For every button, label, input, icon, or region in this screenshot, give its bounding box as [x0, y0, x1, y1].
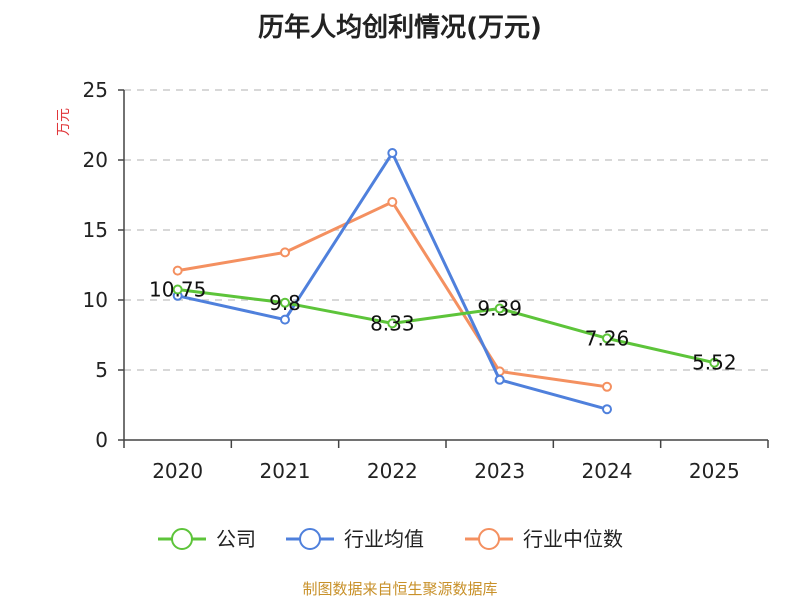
data-point: [280, 247, 290, 258]
x-tick-label: 2022: [367, 459, 418, 483]
legend-label: 行业中位数: [523, 527, 623, 551]
data-label: 9.8: [269, 291, 301, 315]
data-point: [387, 318, 398, 329]
data-point: [709, 357, 720, 368]
data-point: [387, 197, 398, 207]
data-label: 8.33: [370, 311, 415, 335]
x-tick-label: 2025: [689, 459, 740, 483]
x-axis-ticks: 2020 2021 2022 2023 2024 2025: [123, 440, 769, 483]
legend-label: 公司: [216, 527, 256, 551]
data-point: [494, 374, 505, 385]
legend-item: 行业均值: [286, 527, 424, 551]
data-point: [494, 303, 505, 314]
data-label: 5.52: [692, 351, 737, 375]
y-tick-label: 20: [83, 148, 108, 172]
x-tick-label: 2024: [582, 459, 633, 483]
y-axis-unit: 万元: [56, 108, 72, 136]
y-tick-label: 15: [83, 218, 108, 242]
data-point: [602, 333, 612, 344]
data-point: [172, 284, 183, 295]
legend-label: 行业均值: [344, 527, 424, 551]
data-point: [387, 148, 398, 158]
gridlines: [124, 89, 768, 371]
legend-marker: [478, 528, 500, 550]
data-point: [280, 314, 290, 325]
y-tick-label: 10: [83, 288, 108, 312]
legend-marker: [171, 528, 193, 550]
y-tick-label: 5: [95, 358, 108, 382]
series-layer: [172, 148, 720, 415]
source-note: 制图数据来自恒生聚源数据库: [302, 580, 497, 598]
y-axis-ticks: 0 5 10 15 20 25: [83, 78, 124, 452]
data-point: [602, 404, 612, 415]
x-tick-label: 2020: [152, 459, 203, 483]
x-tick-label: 2021: [260, 459, 311, 483]
data-label: 10.75: [149, 278, 206, 302]
chart-title: 历年人均创利情况(万元): [258, 12, 542, 43]
data-point: [280, 297, 290, 308]
y-tick-label: 25: [83, 78, 108, 102]
x-tick-label: 2023: [474, 459, 525, 483]
series-line-0: [176, 288, 716, 365]
y-tick-label: 0: [95, 428, 108, 452]
legend-marker: [299, 528, 321, 550]
data-label: 7.26: [585, 326, 630, 350]
data-point: [172, 265, 183, 276]
data-point: [602, 381, 612, 392]
data-labels: 10.75 9.8 8.33 9.39 7.26 5.52: [149, 278, 737, 375]
legend-item: 行业中位数: [465, 527, 623, 551]
legend: 公司 行业均值 行业中位数: [158, 527, 623, 551]
legend-item: 公司: [158, 527, 256, 551]
data-label: 9.39: [477, 297, 522, 321]
series-line-1: [176, 151, 609, 411]
